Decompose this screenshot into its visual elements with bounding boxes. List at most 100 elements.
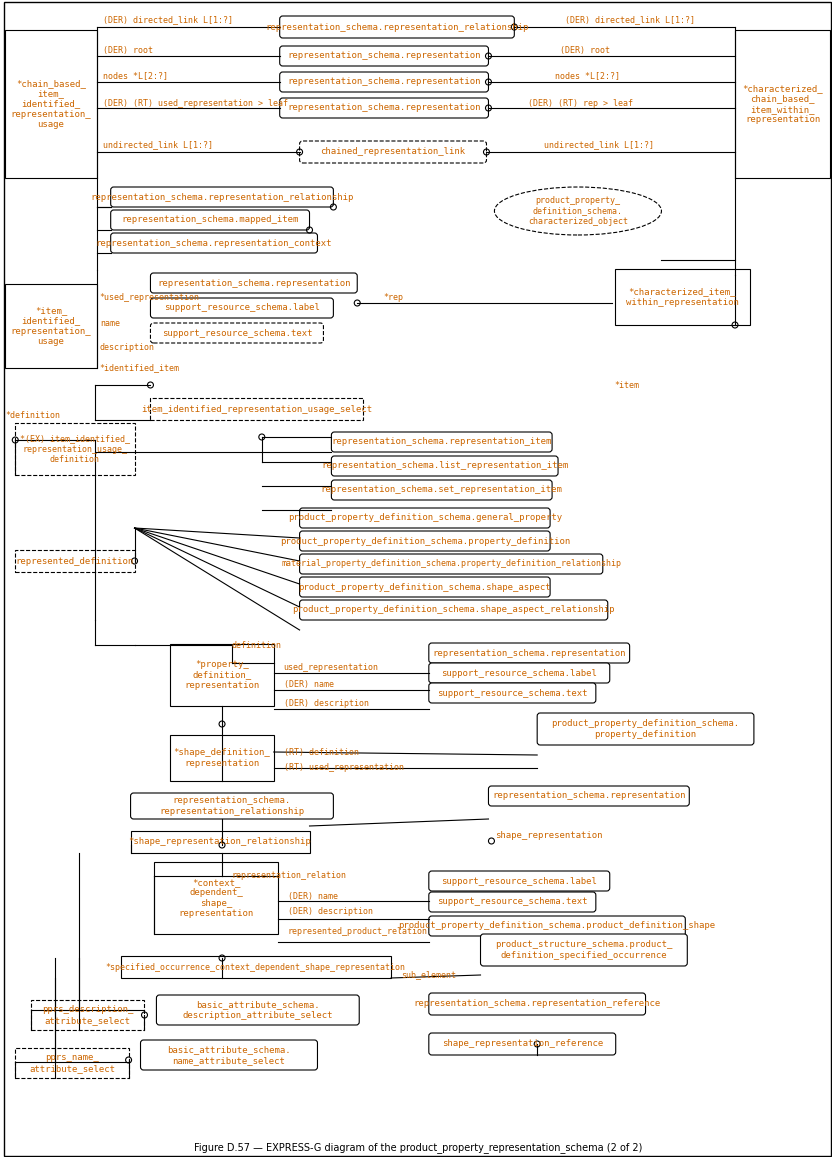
Text: undirected_link L[1:?]: undirected_link L[1:?] <box>544 140 654 149</box>
FancyBboxPatch shape <box>279 72 489 93</box>
FancyBboxPatch shape <box>429 663 610 683</box>
Text: represented_definition: represented_definition <box>16 557 134 566</box>
FancyBboxPatch shape <box>429 892 595 912</box>
Text: chained_representation_link: chained_representation_link <box>320 147 465 156</box>
FancyBboxPatch shape <box>299 577 550 597</box>
Text: representation_schema.representation: representation_schema.representation <box>492 791 686 801</box>
Text: nodes *L[2:?]: nodes *L[2:?] <box>555 72 620 81</box>
Text: (DER) (RT) rep > leaf: (DER) (RT) rep > leaf <box>528 98 633 108</box>
Text: *(EX) item_identified_
representation_usage_
definition: *(EX) item_identified_ representation_us… <box>20 434 130 464</box>
Text: nodes *L[2:?]: nodes *L[2:?] <box>103 72 168 81</box>
Bar <box>15 423 134 476</box>
Text: item_identified_representation_usage_select: item_identified_representation_usage_sel… <box>141 405 373 413</box>
Text: *characterized_
chain_based_
item_within_
representation: *characterized_ chain_based_ item_within… <box>742 84 823 124</box>
Text: (DER) description: (DER) description <box>284 699 369 707</box>
Text: support_resource_schema.label: support_resource_schema.label <box>441 669 597 678</box>
FancyBboxPatch shape <box>111 211 309 230</box>
Bar <box>615 268 750 325</box>
Text: *item: *item <box>615 381 640 390</box>
Text: (DER) root: (DER) root <box>560 45 610 54</box>
Text: (RT) definition: (RT) definition <box>284 747 359 757</box>
Text: product_property_definition_schema.shape_aspect_relationship: product_property_definition_schema.shape… <box>293 605 615 614</box>
FancyBboxPatch shape <box>331 432 552 452</box>
FancyBboxPatch shape <box>140 1040 318 1070</box>
Bar <box>5 30 97 178</box>
FancyBboxPatch shape <box>429 643 630 663</box>
Text: support_resource_schema.label: support_resource_schema.label <box>164 303 320 312</box>
Text: product_structure_schema.product_
definition_specified_occurrence: product_structure_schema.product_ defini… <box>495 941 672 959</box>
FancyBboxPatch shape <box>299 600 608 620</box>
Bar <box>31 1000 144 1030</box>
Text: product_property_definition_schema.property_definition: product_property_definition_schema.prope… <box>279 537 570 545</box>
Text: support_resource_schema.text: support_resource_schema.text <box>437 688 588 698</box>
Bar <box>5 283 97 368</box>
FancyBboxPatch shape <box>480 934 687 966</box>
Text: representation_schema.representation: representation_schema.representation <box>157 279 350 287</box>
Text: *shape_definition_
representation: *shape_definition_ representation <box>173 749 270 768</box>
Text: *rep: *rep <box>383 294 403 302</box>
FancyBboxPatch shape <box>111 233 318 253</box>
Text: representation_schema.set_representation_item: representation_schema.set_representation… <box>321 486 563 494</box>
Bar <box>121 956 391 978</box>
FancyBboxPatch shape <box>157 995 359 1025</box>
FancyBboxPatch shape <box>279 16 515 38</box>
Text: definition: definition <box>232 641 282 649</box>
FancyBboxPatch shape <box>429 993 646 1015</box>
Bar <box>154 862 278 934</box>
Text: product_property_definition_schema.shape_aspect: product_property_definition_schema.shape… <box>299 582 551 591</box>
Text: *context_
dependent_
shape_
representation: *context_ dependent_ shape_ representati… <box>178 878 254 919</box>
Text: representation_schema.mapped_item: representation_schema.mapped_item <box>122 215 299 224</box>
Text: *chain_based_
item_
identified_
representation_
usage: *chain_based_ item_ identified_ represen… <box>11 79 92 130</box>
Text: representation_schema.representation: representation_schema.representation <box>433 649 626 657</box>
Ellipse shape <box>495 187 661 235</box>
Text: (DER) name: (DER) name <box>288 892 338 900</box>
Bar <box>170 735 274 781</box>
Text: Figure D.57 — EXPRESS-G diagram of the product_property_representation_schema (2: Figure D.57 — EXPRESS-G diagram of the p… <box>193 1143 642 1154</box>
FancyBboxPatch shape <box>279 98 489 118</box>
FancyBboxPatch shape <box>537 713 754 745</box>
Text: product_property_definition_schema.general_property: product_property_definition_schema.gener… <box>288 514 562 523</box>
Bar <box>150 398 363 420</box>
FancyBboxPatch shape <box>429 916 686 936</box>
FancyBboxPatch shape <box>279 46 489 66</box>
Text: *property_
definition_
representation: *property_ definition_ representation <box>184 661 259 690</box>
Text: representation_schema.representation: representation_schema.representation <box>288 78 481 87</box>
FancyBboxPatch shape <box>429 683 595 703</box>
Text: used_representation: used_representation <box>284 663 379 672</box>
Text: representation_schema.representation_context: representation_schema.representation_con… <box>96 238 332 248</box>
Text: support_resource_schema.text: support_resource_schema.text <box>162 329 312 338</box>
Text: *item_
identified_
representation_
usage: *item_ identified_ representation_ usage <box>11 305 92 346</box>
Text: representation_schema.representation: representation_schema.representation <box>288 52 481 60</box>
Text: *shape_representation_relationship: *shape_representation_relationship <box>128 838 311 847</box>
Text: undirected_link L[1:?]: undirected_link L[1:?] <box>103 140 213 149</box>
Text: *specified_occurrence_context_dependent_shape_representation: *specified_occurrence_context_dependent_… <box>106 963 406 972</box>
Text: representation_schema.representation_relationship: representation_schema.representation_rel… <box>265 22 529 31</box>
Text: name: name <box>100 318 120 327</box>
FancyBboxPatch shape <box>299 531 550 551</box>
Text: representation_schema.representation: representation_schema.representation <box>288 103 481 112</box>
Text: *definition: *definition <box>5 411 60 420</box>
Bar <box>131 831 309 853</box>
FancyBboxPatch shape <box>299 508 550 528</box>
Text: represented_product_relation: represented_product_relation <box>288 928 428 936</box>
Text: description: description <box>100 344 155 353</box>
Text: material_property_definition_schema.property_definition_relationship: material_property_definition_schema.prop… <box>281 560 621 568</box>
FancyBboxPatch shape <box>331 480 552 500</box>
Text: *used_representation: *used_representation <box>100 294 200 302</box>
Text: (DER) description: (DER) description <box>288 907 373 916</box>
FancyBboxPatch shape <box>131 793 334 819</box>
Text: representation_schema.representation_reference: representation_schema.representation_ref… <box>414 1000 661 1009</box>
FancyBboxPatch shape <box>150 323 324 342</box>
Text: (DER) name: (DER) name <box>284 680 334 690</box>
Bar <box>15 1048 128 1078</box>
Text: representation_schema.representation_item: representation_schema.representation_ite… <box>332 437 552 447</box>
Text: representation_schema.
representation_relationship: representation_schema. representation_re… <box>159 796 304 816</box>
FancyBboxPatch shape <box>429 871 610 891</box>
FancyBboxPatch shape <box>150 299 334 318</box>
FancyBboxPatch shape <box>111 187 334 207</box>
Text: pprs_description_
attribute_select: pprs_description_ attribute_select <box>43 1005 133 1025</box>
Text: representation_schema.list_representation_item: representation_schema.list_representatio… <box>321 462 568 471</box>
Text: representation_schema.representation_relationship: representation_schema.representation_rel… <box>90 192 354 201</box>
Text: product_property_
definition_schema.
characterized_object: product_property_ definition_schema. cha… <box>528 196 628 226</box>
Text: support_resource_schema.text: support_resource_schema.text <box>437 898 588 906</box>
